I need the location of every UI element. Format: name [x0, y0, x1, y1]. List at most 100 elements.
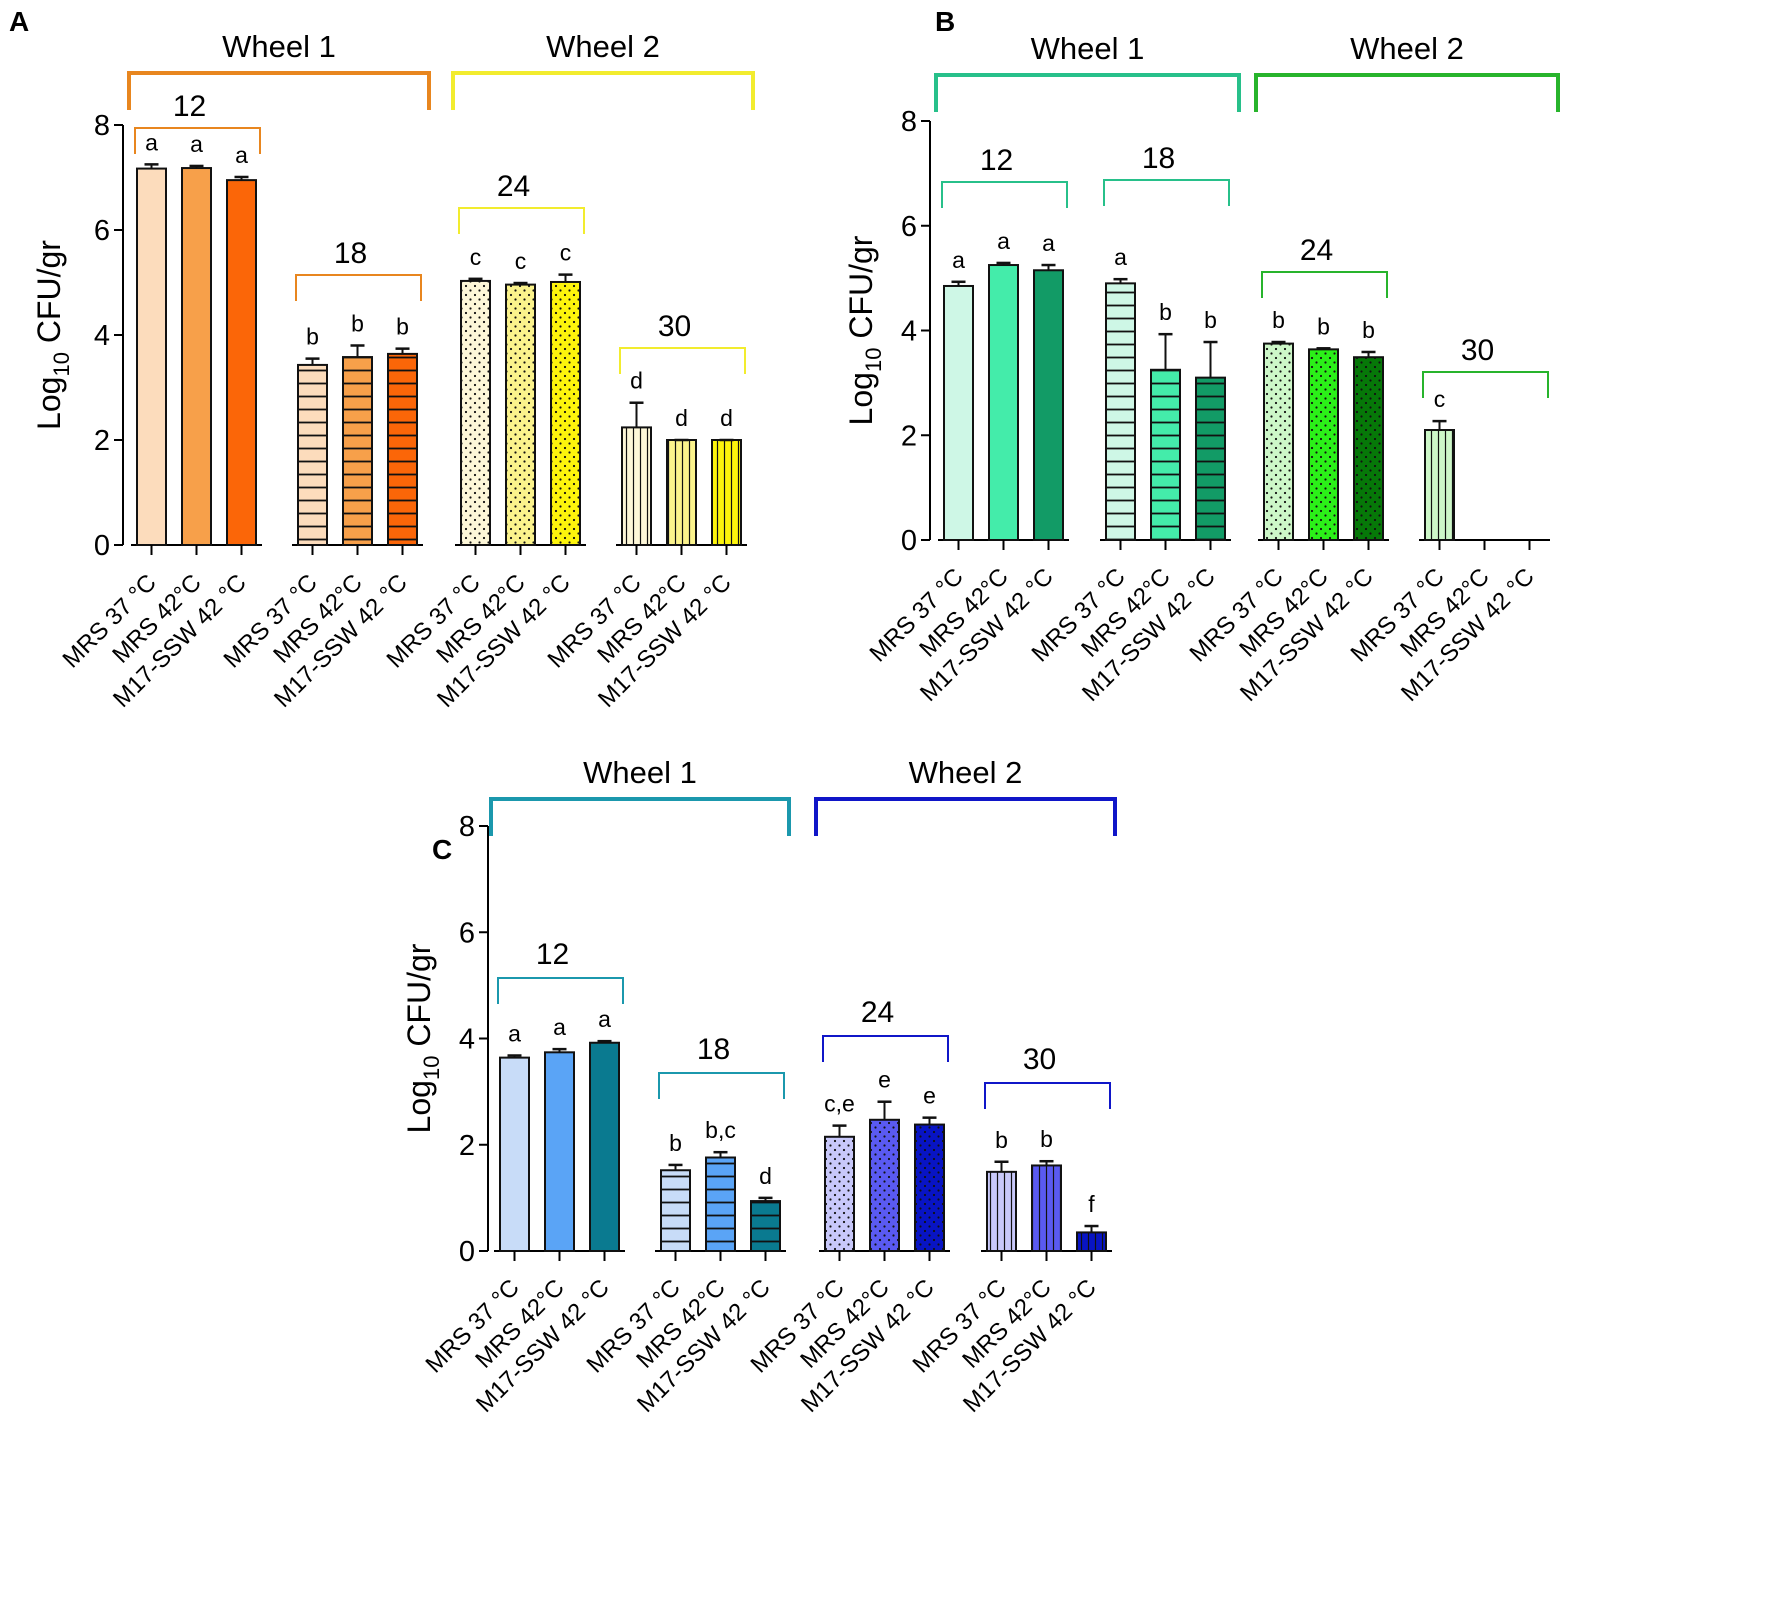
significance-letter: a — [508, 1021, 521, 1047]
group-label: 18 — [1142, 142, 1175, 175]
group-label: 18 — [334, 237, 367, 270]
significance-letter: c,e — [824, 1091, 855, 1117]
significance-letter: d — [675, 405, 688, 431]
significance-letter: b — [1362, 317, 1375, 343]
bar — [660, 1169, 691, 1252]
y-tick-label: 8 — [459, 811, 475, 843]
bar — [666, 439, 697, 546]
y-axis-label: Log10 CFU/gr — [843, 235, 886, 425]
bar — [705, 1156, 736, 1252]
significance-letter: b — [306, 324, 319, 350]
y-tick-label: 4 — [94, 320, 110, 352]
wheel-bracket — [489, 797, 791, 836]
wheel-label: Wheel 1 — [583, 755, 697, 790]
significance-letter: e — [923, 1083, 936, 1109]
y-axis-label-main: Log — [843, 372, 879, 425]
group-bracket — [822, 1035, 949, 1062]
bar — [550, 280, 581, 546]
y-axis-label-rest: CFU/gr — [843, 235, 879, 347]
bar — [460, 279, 491, 546]
bar — [750, 1200, 781, 1252]
y-tick-label: 0 — [94, 530, 110, 562]
group-bracket — [134, 127, 261, 154]
bar — [136, 167, 167, 546]
bar — [589, 1041, 620, 1252]
bar — [943, 284, 974, 542]
group-label: 24 — [861, 996, 894, 1029]
bar — [1195, 376, 1226, 542]
group-bracket — [941, 181, 1068, 208]
significance-letter: b — [1159, 299, 1172, 325]
y-axis-label-main: Log — [401, 1080, 437, 1133]
y-tick-label: 8 — [94, 110, 110, 142]
y-tick-label: 4 — [459, 1024, 475, 1056]
y-tick-label: 6 — [94, 215, 110, 247]
bar — [1105, 282, 1136, 541]
y-tick-label: 2 — [459, 1130, 475, 1162]
group-bracket — [619, 347, 746, 374]
bar — [387, 352, 418, 546]
bar — [505, 283, 536, 546]
significance-letter: d — [759, 1163, 772, 1189]
y-tick-label: 2 — [901, 420, 917, 452]
wheel-label: Wheel 1 — [222, 29, 336, 64]
bar — [711, 439, 742, 546]
significance-letter: c — [470, 244, 482, 270]
bar — [1308, 348, 1339, 542]
group-label: 12 — [536, 938, 569, 971]
significance-letter: b — [669, 1130, 682, 1156]
significance-letter: a — [190, 131, 203, 157]
group-bracket — [497, 977, 624, 1004]
significance-letter: a — [1042, 230, 1055, 256]
y-axis-label-rest: CFU/gr — [31, 240, 67, 352]
significance-letter: d — [630, 368, 643, 394]
significance-letter: a — [598, 1006, 611, 1032]
bar — [226, 179, 257, 546]
significance-letter: a — [235, 142, 248, 168]
group-bracket — [458, 207, 585, 234]
bar — [988, 264, 1019, 541]
bar — [824, 1135, 855, 1252]
group-label: 30 — [1023, 1043, 1056, 1076]
bar — [986, 1170, 1017, 1252]
y-axis-label-main: Log — [31, 377, 67, 430]
group-label: 24 — [1300, 234, 1333, 267]
bar — [1424, 429, 1455, 542]
significance-letter: d — [720, 405, 733, 431]
panel-letter: A — [9, 6, 29, 37]
wheel-bracket — [1254, 73, 1560, 112]
bar — [499, 1056, 530, 1252]
group-bracket — [1261, 271, 1388, 298]
y-axis-label: Log10 CFU/gr — [401, 943, 444, 1133]
wheel-label: Wheel 1 — [1031, 31, 1145, 66]
bar — [914, 1123, 945, 1252]
group-label: 24 — [497, 170, 530, 203]
wheel-bracket — [451, 71, 755, 110]
bar — [342, 356, 373, 546]
panel-letter: C — [432, 834, 452, 865]
significance-letter: e — [878, 1067, 891, 1093]
significance-letter: c — [560, 240, 572, 266]
y-axis-label-rest: CFU/gr — [401, 943, 437, 1055]
y-tick-label: 6 — [901, 211, 917, 243]
bar — [621, 426, 652, 546]
bar — [181, 167, 212, 547]
bar — [544, 1051, 575, 1252]
wheel-label: Wheel 2 — [1350, 31, 1464, 66]
bar — [1353, 356, 1384, 541]
y-axis-label: Log10 CFU/gr — [31, 240, 74, 430]
significance-letter: b — [351, 311, 364, 337]
significance-letter: b — [1317, 313, 1330, 339]
wheel-bracket — [814, 797, 1117, 836]
bar — [1150, 368, 1181, 541]
y-tick-label: 6 — [459, 917, 475, 949]
group-bracket — [1103, 179, 1230, 206]
group-label: 12 — [173, 90, 206, 123]
significance-letter: a — [145, 129, 158, 155]
significance-letter: b — [1040, 1126, 1053, 1152]
significance-letter: c — [515, 248, 527, 274]
bar — [297, 363, 328, 546]
